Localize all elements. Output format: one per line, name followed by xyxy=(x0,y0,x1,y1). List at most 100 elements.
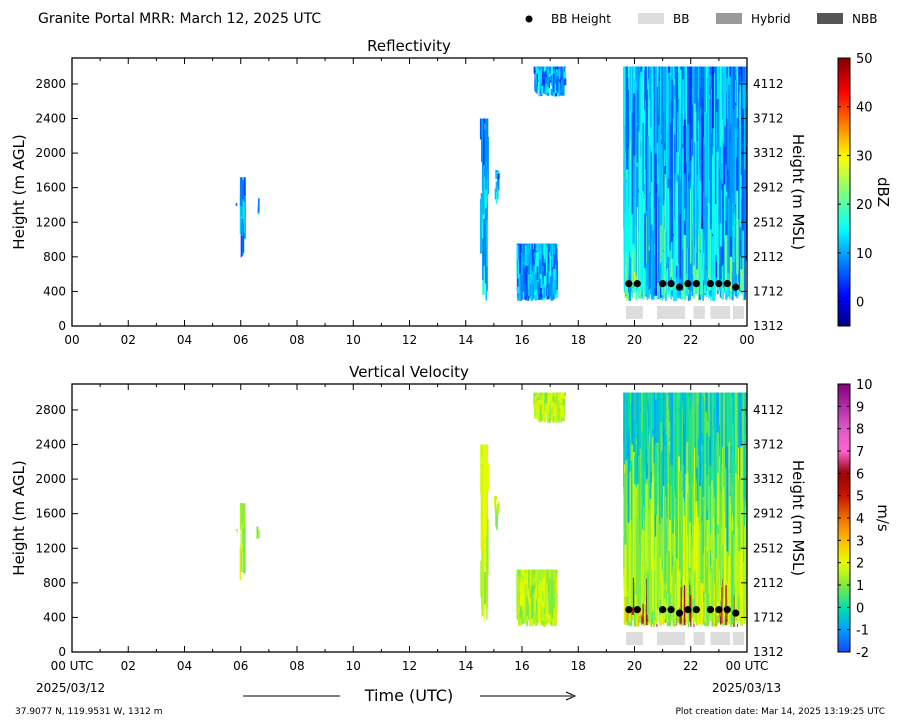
echo-stripe xyxy=(652,81,654,231)
echo-stripe xyxy=(547,80,550,88)
echo-stripe xyxy=(677,66,679,185)
echo-stripe xyxy=(537,66,540,68)
echo-stripe xyxy=(660,225,662,263)
echo-stripe xyxy=(485,118,488,180)
echo-stripe xyxy=(542,73,545,91)
echo-field xyxy=(235,66,747,301)
echo-stripe xyxy=(634,66,636,97)
echo-stripe xyxy=(564,66,566,72)
echo-stripe xyxy=(559,66,562,78)
echo-stripe xyxy=(626,182,628,257)
echo-stripe xyxy=(481,118,483,139)
echo-stripe xyxy=(649,66,651,99)
legend-label: BB Height xyxy=(551,12,611,26)
echo-stripe xyxy=(552,273,554,295)
echo-stripe xyxy=(552,243,555,265)
echo-stripe xyxy=(557,80,561,97)
echo-stripe xyxy=(545,287,547,297)
echo-stripe xyxy=(543,262,546,276)
echo-stripe xyxy=(555,243,557,265)
legend-label: NBB xyxy=(852,12,877,26)
echo-stripe xyxy=(548,77,551,89)
echo-stripe xyxy=(686,113,688,225)
echo-stripe xyxy=(547,266,549,289)
echo-stripe xyxy=(557,66,560,77)
echo-stripe xyxy=(242,199,244,219)
echo-stripe xyxy=(241,235,244,257)
echo-stripe xyxy=(548,243,550,252)
echo-stripe xyxy=(674,66,677,97)
echo-stripe xyxy=(563,81,565,93)
echo-stripe xyxy=(644,66,647,100)
echo-stripe xyxy=(661,144,664,283)
echo-stripe xyxy=(554,90,558,97)
echo-stripe xyxy=(479,118,482,140)
echo-stripe xyxy=(536,66,539,80)
echo-stripe xyxy=(538,66,540,72)
echo-stripe xyxy=(485,176,487,209)
echo-stripe xyxy=(648,66,650,79)
reflectivity-y-label: Height (m AGL) xyxy=(10,134,28,249)
echo-stripe xyxy=(240,218,242,258)
echo-stripe xyxy=(524,243,527,256)
echo-stripe xyxy=(679,179,681,224)
echo-stripe xyxy=(523,272,526,290)
echo-stripe xyxy=(629,66,631,116)
echo-stripe xyxy=(497,180,499,187)
echo-stripe xyxy=(543,66,546,72)
echo-stripe xyxy=(243,189,245,233)
echo-stripe xyxy=(676,66,680,99)
echo-stripe xyxy=(683,66,686,108)
echo-stripe xyxy=(634,195,636,249)
echo-stripe xyxy=(680,113,683,169)
echo-stripe xyxy=(665,137,669,240)
echo-stripe xyxy=(539,66,542,70)
echo-stripe xyxy=(662,111,665,206)
echo-stripe xyxy=(239,194,242,234)
echo-stripe xyxy=(547,87,550,93)
echo-stripe xyxy=(670,101,673,242)
echo-stripe xyxy=(673,66,676,86)
echo-stripe xyxy=(496,170,499,174)
echo-stripe xyxy=(549,255,552,277)
echo-stripe xyxy=(548,270,550,284)
echo-stripe xyxy=(633,93,636,156)
echo-stripe xyxy=(485,161,487,190)
echo-stripe xyxy=(520,252,524,276)
echo-stripe xyxy=(535,72,537,80)
echo-stripe xyxy=(551,270,553,284)
echo-stripe xyxy=(623,66,626,127)
echo-stripe xyxy=(644,169,646,231)
echo-stripe xyxy=(667,187,670,257)
figure-title: Granite Portal MRR: March 12, 2025 UTC xyxy=(38,11,321,27)
reflectivity-plot-area: 00 02 04 06 08 10 12 14 16 18 20 22 0004008001200160… xyxy=(35,57,784,347)
echo-stripe xyxy=(650,181,654,225)
echo-stripe xyxy=(483,118,485,134)
echo-stripe xyxy=(696,66,699,142)
echo-stripe xyxy=(643,213,647,268)
echo-stripe xyxy=(628,111,631,205)
echo-stripe xyxy=(484,118,486,124)
echo-stripe xyxy=(538,243,541,259)
echo-stripe xyxy=(486,118,489,156)
echo-stripe xyxy=(650,66,652,128)
echo-stripe xyxy=(517,254,520,279)
echo-stripe xyxy=(632,119,636,244)
echo-stripe xyxy=(541,277,543,294)
echo-stripe xyxy=(669,122,672,195)
echo-stripe xyxy=(527,243,529,266)
echo-stripe xyxy=(694,67,697,116)
echo-stripe xyxy=(678,100,681,157)
echo-stripe xyxy=(541,243,543,271)
echo-stripe xyxy=(664,173,666,293)
echo-stripe xyxy=(541,66,544,69)
echo-stripe xyxy=(540,274,542,288)
echo-stripe xyxy=(674,66,678,79)
echo-stripe xyxy=(541,66,543,74)
echo-stripe xyxy=(528,243,530,275)
echo-stripe xyxy=(636,124,639,163)
reflectivity-y-right-label: Height (m MSL) xyxy=(789,134,807,250)
echo-stripe xyxy=(677,174,680,264)
echo-stripe xyxy=(692,66,694,108)
echo-stripe xyxy=(551,272,554,301)
